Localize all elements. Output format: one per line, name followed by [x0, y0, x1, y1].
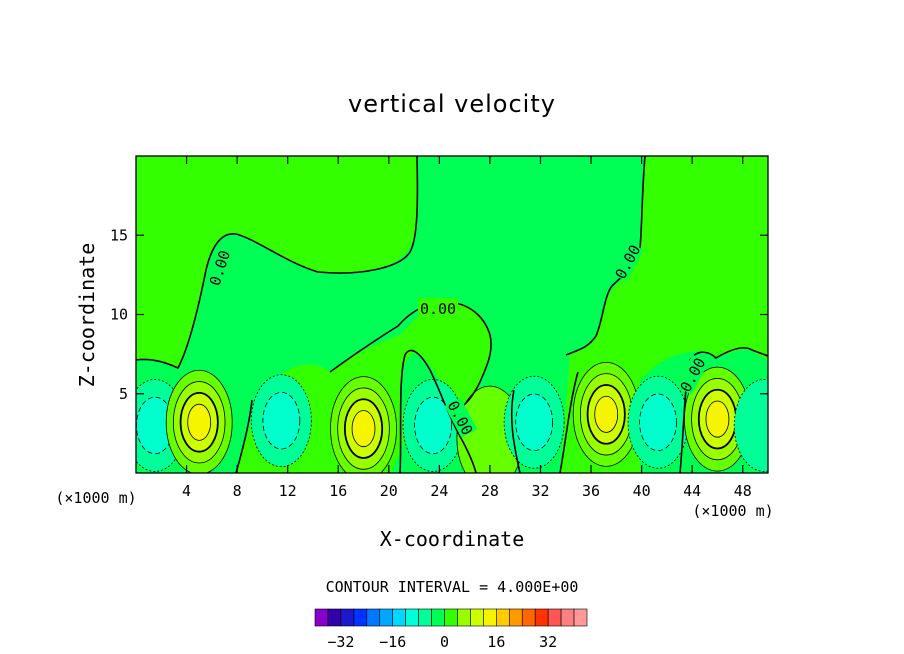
colorbar-swatch — [392, 608, 406, 627]
colorbar-swatch — [379, 608, 394, 627]
contour-interval-text: CONTOUR INTERVAL = 4.000E+00 — [326, 578, 579, 596]
colorbar-swatch — [314, 608, 329, 627]
contour-level — [262, 391, 301, 450]
colorbar-swatch — [366, 608, 381, 627]
cell-layer — [136, 361, 768, 473]
colorbar-swatch — [431, 608, 445, 627]
y-axis-label: Z-coordinate — [75, 243, 99, 388]
colorbar: −32 −16 0 16 32 — [314, 608, 588, 651]
y-tick-label: 5 — [119, 385, 128, 403]
colorbar-swatch — [340, 608, 355, 627]
x-tick-label: 20 — [380, 482, 398, 500]
colorbar-tick-label: −16 — [379, 633, 406, 651]
colorbar-swatch — [508, 608, 523, 627]
downdraft-cell — [402, 379, 464, 472]
contour-level — [414, 396, 452, 455]
contour-level — [733, 379, 768, 472]
colorbar-tick-label: 32 — [539, 633, 557, 651]
chart-title: vertical velocity — [348, 90, 556, 118]
x-tick-label: 24 — [430, 482, 448, 500]
colorbar-swatch — [418, 608, 432, 627]
colorbar-tick-label: 0 — [440, 633, 449, 651]
x-axis-label: X-coordinate — [380, 527, 525, 551]
y-tick-label: 10 — [110, 306, 128, 324]
contour-level — [594, 395, 619, 433]
updraft-cell — [330, 376, 397, 473]
x-tick-label: 48 — [734, 482, 752, 500]
colorbar-swatch — [470, 608, 484, 627]
colorbar-tick-label: 16 — [487, 633, 505, 651]
x-tick-label: 8 — [233, 482, 242, 500]
zero-contour-lines — [136, 156, 768, 473]
contour-level — [515, 393, 554, 451]
zero-contour-lower — [235, 349, 579, 473]
y-tick-label: 15 — [110, 226, 128, 244]
x-tick-label: 44 — [683, 482, 701, 500]
y-unit-label: (×1000 m) — [55, 489, 136, 507]
colorbar-swatch — [547, 608, 562, 627]
downdraft-cell — [250, 374, 312, 468]
contour-level — [351, 410, 376, 448]
contour-level — [639, 393, 677, 451]
x-unit-label: (×1000 m) — [692, 502, 773, 520]
colorbar-swatch — [534, 608, 549, 627]
colorbar-swatch — [560, 608, 575, 627]
downdraft-cell — [733, 379, 768, 472]
contour-level — [187, 403, 212, 441]
downdraft-cell — [627, 375, 689, 469]
x-tick-label: 12 — [279, 482, 297, 500]
contour-level — [705, 400, 730, 438]
contour-label: 0.00 — [420, 300, 456, 318]
colorbar-swatch — [457, 608, 471, 627]
colorbar-swatch — [483, 608, 497, 627]
colorbar-swatch — [521, 608, 536, 627]
colorbar-swatch — [327, 608, 342, 627]
x-tick-label: 4 — [182, 482, 191, 500]
zero-contour-right2 — [679, 347, 768, 473]
colorbar-swatch — [444, 608, 458, 627]
x-tick-label: 36 — [582, 482, 600, 500]
zero-contour-middle — [329, 301, 492, 411]
x-tick-label: 28 — [481, 482, 499, 500]
zero-contour-right — [565, 156, 646, 356]
colorbar-swatch — [496, 608, 510, 627]
updraft-cell — [572, 361, 640, 467]
downdraft-cell — [503, 375, 565, 469]
x-tick-label: 16 — [329, 482, 347, 500]
colorbar-swatch — [353, 608, 368, 627]
x-tick-label: 32 — [531, 482, 549, 500]
updraft-cell — [165, 369, 233, 473]
colorbar-tick-label: −32 — [327, 633, 354, 651]
x-tick-label: 40 — [633, 482, 651, 500]
colorbar-swatch — [405, 608, 419, 627]
updraft-cell — [684, 366, 751, 472]
zero-contour-left — [136, 156, 419, 370]
plot-area: 0.00 0.00 0.00 0.00 0.00 4 8 12 16 20 24 28 32 3… — [110, 155, 769, 500]
colorbar-swatch — [573, 608, 588, 627]
